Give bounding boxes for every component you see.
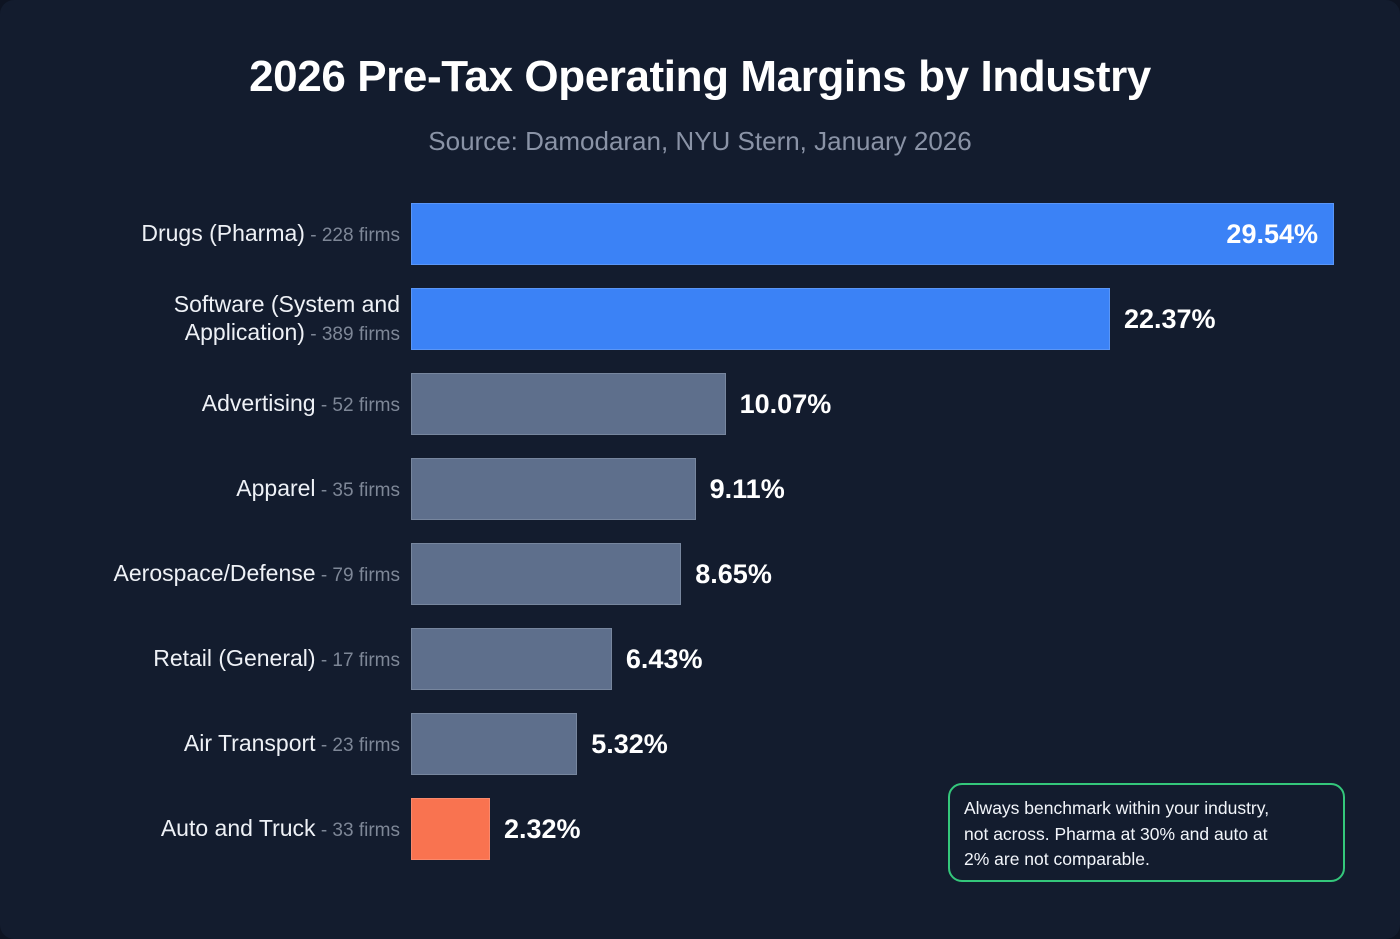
- bar-value-label: 29.54%: [1226, 218, 1318, 249]
- bar-category-name: Application): [184, 318, 305, 345]
- bar-value-label: 5.32%: [591, 728, 668, 759]
- bar-category-name: Apparel: [236, 475, 316, 502]
- chart-bar-row: Advertising - 52 firms 10.07%: [0, 373, 1400, 435]
- bar-firm-count: - 35 firms: [315, 480, 400, 502]
- bar-value-label: 2.32%: [504, 813, 581, 844]
- bar-firm-count: - 79 firms: [315, 565, 400, 587]
- bar-firm-count: - 23 firms: [315, 735, 400, 757]
- bar-value-label: 9.11%: [709, 473, 785, 504]
- bar-value-label: 8.65%: [695, 558, 772, 589]
- chart-bar: [411, 543, 682, 605]
- chart-bar: [411, 203, 1334, 265]
- annotation-callout: Always benchmark within your industry, n…: [948, 783, 1345, 882]
- chart-bar-row: Retail (General) - 17 firms 6.43%: [0, 628, 1400, 690]
- annotation-line: not across. Pharma at 30% and auto at: [964, 823, 1268, 844]
- chart-bar: [411, 288, 1110, 350]
- chart-bar-row: Apparel - 35 firms 9.11%: [0, 458, 1400, 520]
- bar-category-name: Software (System and: [173, 291, 400, 318]
- bar-category-label: Air Transport - 23 firms: [20, 713, 400, 775]
- bar-category-name: Retail (General): [153, 645, 316, 672]
- bar-firm-count: - 389 firms: [304, 323, 400, 345]
- chart-bar-row: Software (System and Application) - 389 f…: [0, 288, 1400, 350]
- bar-category-label: Auto and Truck - 33 firms: [20, 798, 400, 860]
- annotation-line: 2% are not comparable.: [964, 849, 1150, 870]
- bar-category-label: Apparel - 35 firms: [20, 458, 400, 520]
- chart-bar-row: Auto and Truck - 33 firms 2.32%: [0, 798, 1400, 860]
- bar-category-name: Aerospace/Defense: [113, 560, 316, 587]
- bar-category-label: Drugs (Pharma) - 228 firms: [20, 203, 400, 265]
- bar-category-label: Retail (General) - 17 firms: [20, 628, 400, 690]
- page-title: 2026 Pre-Tax Operating Margins by Indust…: [249, 52, 1151, 101]
- chart-bar-row: Air Transport - 23 firms 5.32%: [0, 713, 1400, 775]
- bar-category-name: Air Transport: [183, 730, 316, 757]
- chart-subtitle: Source: Damodaran, NYU Stern, January 20…: [428, 126, 972, 156]
- bar-category-label: Aerospace/Defense - 79 firms: [20, 543, 400, 605]
- bar-category-label: Advertising - 52 firms: [20, 373, 400, 435]
- chart-bar-row: Aerospace/Defense - 79 firms 8.65%: [0, 543, 1400, 605]
- bar-value-label: 10.07%: [739, 388, 832, 419]
- chart-bar: [411, 798, 490, 860]
- bar-firm-count: - 33 firms: [315, 820, 400, 842]
- chart-bar: [411, 373, 726, 435]
- bar-value-label: 22.37%: [1123, 303, 1216, 334]
- chart-bar-row: Drugs (Pharma) - 228 firms 29.54%: [0, 203, 1400, 265]
- bar-category-label: Software (System and Application) - 389 f…: [20, 288, 400, 350]
- bar-category-name: Advertising: [201, 390, 316, 417]
- bar-category-name: Auto and Truck: [160, 815, 316, 842]
- chart-bar: [411, 713, 578, 775]
- chart-bar: [411, 458, 696, 520]
- chart-bar: [411, 628, 612, 690]
- annotation-line: Always benchmark within your industry,: [964, 798, 1270, 818]
- bar-firm-count: - 228 firms: [304, 225, 400, 247]
- bar-category-name: Drugs (Pharma): [141, 220, 305, 247]
- bar-firm-count: - 17 firms: [315, 650, 400, 672]
- bar-firm-count: - 52 firms: [315, 395, 400, 417]
- bar-value-label: 6.43%: [625, 643, 703, 674]
